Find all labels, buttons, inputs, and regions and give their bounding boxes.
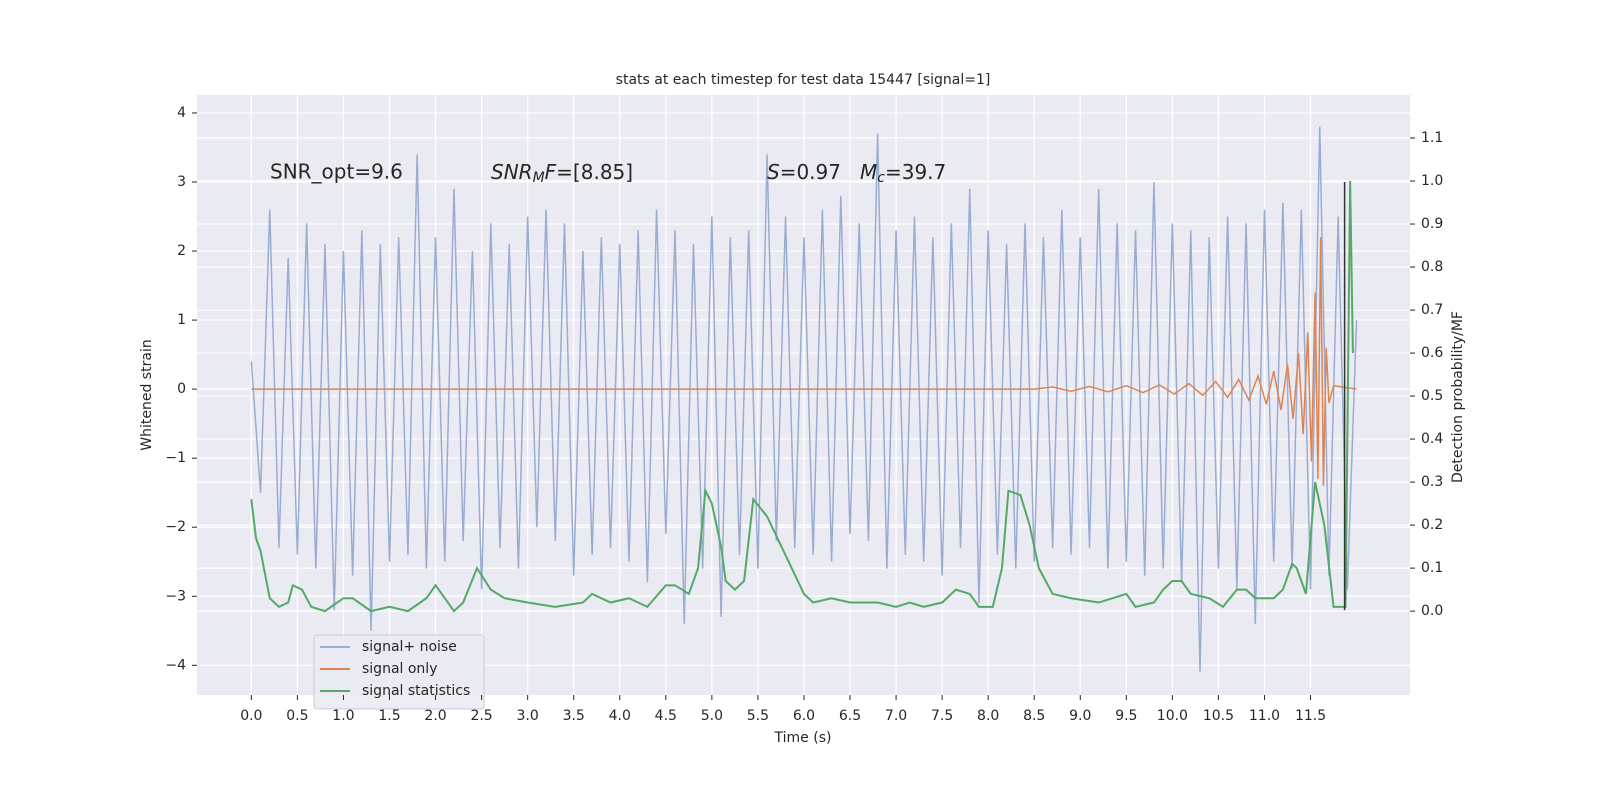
- x-tick-label: 6.0: [793, 708, 815, 724]
- y2-tick-label: 0.3: [1421, 474, 1443, 490]
- x-tick-label: 8.0: [977, 708, 999, 724]
- annotation-part: S: [767, 160, 780, 184]
- y-tick-label: −2: [165, 519, 186, 535]
- x-tick-label: 0.0: [240, 708, 262, 724]
- x-tick-label: 3.0: [517, 708, 539, 724]
- x-tick-label: 8.5: [1023, 708, 1045, 724]
- x-axis-label: Time (s): [774, 730, 832, 746]
- x-tick-label: 5.0: [701, 708, 723, 724]
- x-tick-label: 2.5: [470, 708, 492, 724]
- x-tick-label: 6.5: [839, 708, 861, 724]
- y2-axis-label: Detection probability/MF: [1450, 311, 1466, 483]
- chart-title: stats at each timestep for test data 154…: [616, 72, 991, 88]
- x-tick-label: 5.5: [747, 708, 769, 724]
- annotation-part: =39.7: [885, 160, 946, 184]
- annotation: Mc=39.7: [860, 160, 946, 187]
- y2-tick-label: 0.6: [1421, 345, 1443, 361]
- x-tick-label: 4.0: [609, 708, 631, 724]
- y2-tick-label: 0.2: [1421, 517, 1443, 533]
- y-tick-label: −4: [165, 657, 186, 673]
- x-tick-label: 9.5: [1115, 708, 1137, 724]
- x-tick-label: 4.5: [655, 708, 677, 724]
- series-line: [251, 237, 1357, 486]
- annotation-part: M: [533, 170, 545, 186]
- x-tick-label: 9.0: [1069, 708, 1091, 724]
- y-tick-label: 4: [177, 105, 186, 121]
- y-tick-label: 0: [177, 381, 186, 397]
- y2-tick-label: 0.8: [1421, 259, 1443, 275]
- y-tick-label: 3: [177, 174, 186, 190]
- series-line: [250, 181, 1354, 613]
- annotation: SNRMF=[8.85]: [491, 160, 633, 187]
- legend-label: signal+ noise: [362, 639, 457, 655]
- y2-tick-label: 0.9: [1421, 216, 1443, 232]
- x-tick-label: 10.0: [1157, 708, 1188, 724]
- x-tick-label: 2.0: [424, 708, 446, 724]
- legend-label: signal only: [362, 661, 437, 677]
- x-tick-label: 1.0: [332, 708, 354, 724]
- y-tick-label: −3: [165, 588, 186, 604]
- legend-box: [313, 634, 485, 710]
- annotation-part: =[8.85]: [556, 160, 633, 184]
- annotation-part: =0.97: [780, 160, 841, 184]
- y-tick-label: 2: [177, 243, 186, 259]
- legend: signal+ noise signal only signal statistic…: [313, 634, 485, 710]
- y-axis-label: Whitened strain: [139, 339, 155, 450]
- series-line: [250, 126, 1358, 673]
- marks: [250, 126, 1358, 673]
- x-tick-label: 7.5: [931, 708, 953, 724]
- annotation: SNR_opt=9.6: [270, 160, 403, 184]
- x-tick-label: 11.0: [1249, 708, 1280, 724]
- x-tick-label: 7.0: [885, 708, 907, 724]
- x-tick-label: 0.5: [286, 708, 308, 724]
- y2-tick-label: 1.1: [1421, 130, 1443, 146]
- y-tick-label: 1: [177, 312, 186, 328]
- x-tick-label: 11.5: [1295, 708, 1326, 724]
- annotation-part: F: [545, 160, 557, 184]
- y2-tick-label: 1.0: [1421, 173, 1443, 189]
- y2-tick-label: 0.5: [1421, 388, 1443, 404]
- y2-tick-label: 0.7: [1421, 302, 1443, 318]
- x-tick-label: 10.5: [1203, 708, 1234, 724]
- annotation-part: SNR: [491, 160, 533, 184]
- x-tick-label: 3.5: [563, 708, 585, 724]
- y2-tick-label: 0.4: [1421, 431, 1443, 447]
- y2-tick-label: 0.1: [1421, 560, 1443, 576]
- legend-label: signal statistics: [362, 683, 470, 699]
- annotation-part: c: [877, 170, 885, 186]
- y-tick-label: −1: [165, 450, 186, 466]
- y2-tick-label: 0.0: [1421, 603, 1443, 619]
- annotation: S=0.97: [767, 160, 841, 184]
- annotation-part: M: [860, 160, 877, 184]
- x-tick-label: 1.5: [378, 708, 400, 724]
